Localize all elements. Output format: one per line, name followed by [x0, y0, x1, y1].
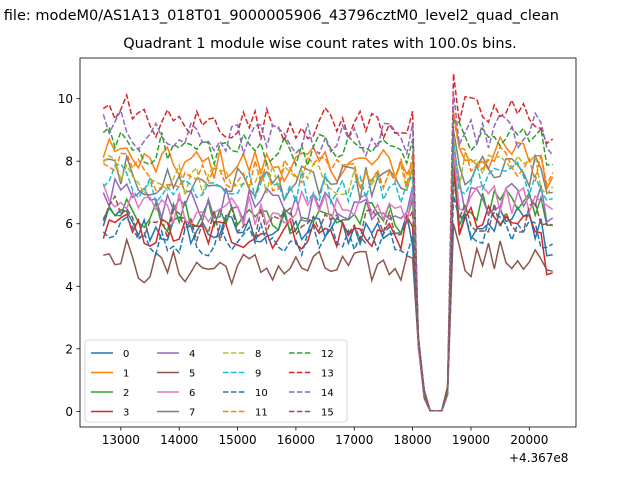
figure-supertitle: n file: modeM0/AS1A13_018T01_9000005906_…	[0, 8, 559, 24]
legend-label-4: 4	[189, 349, 195, 360]
legend-label-14: 14	[321, 388, 334, 399]
legend-label-1: 1	[123, 369, 129, 380]
series-line-2	[102, 148, 553, 412]
series-line-14	[102, 92, 554, 412]
x-tick-label: 18000	[394, 433, 432, 447]
legend-label-0: 0	[123, 349, 129, 360]
y-tick-label: 6	[65, 217, 73, 231]
plot-frame	[79, 57, 577, 428]
x-tick-label: 13000	[102, 433, 140, 447]
legend-box	[84, 339, 348, 423]
series-line-9	[102, 139, 553, 412]
y-tick-label: 2	[65, 342, 73, 356]
series-lines	[102, 73, 554, 412]
series-line-11	[102, 117, 554, 412]
series-line-6	[102, 148, 554, 412]
legend-label-3: 3	[123, 408, 129, 419]
x-tick-label: 14000	[160, 433, 198, 447]
series-line-15	[102, 179, 553, 412]
legend-label-5: 5	[189, 369, 195, 380]
x-tick-label: 17000	[335, 433, 373, 447]
chart-title: Quadrant 1 module wise count rates with …	[123, 36, 517, 52]
legend-label-8: 8	[255, 349, 261, 360]
y-tick-label: 10	[58, 92, 73, 106]
series-line-12	[102, 119, 553, 412]
legend-label-6: 6	[189, 388, 195, 399]
x-tick-label: 16000	[277, 433, 315, 447]
legend-label-15: 15	[321, 408, 334, 419]
legend-label-13: 13	[321, 369, 334, 380]
series-line-5	[103, 223, 553, 412]
series-line-7	[103, 129, 553, 412]
axes: 13000 14000 15000 16000 17000 18000 19000 20000…	[58, 57, 577, 447]
x-tick-label: 19000	[452, 433, 490, 447]
x-tick-label: 15000	[218, 433, 256, 447]
x-offset-label: +4.367e8	[509, 451, 569, 465]
y-tick-label: 4	[65, 280, 73, 294]
legend-label-10: 10	[255, 388, 268, 399]
legend-label-9: 9	[255, 369, 261, 380]
y-tick-label: 0	[65, 405, 73, 419]
series-line-13	[102, 73, 554, 412]
legend-label-11: 11	[255, 408, 268, 419]
legend-label-7: 7	[189, 408, 195, 419]
x-tick-label: 20000	[510, 433, 548, 447]
series-line-10	[102, 195, 554, 412]
legend-label-2: 2	[123, 388, 129, 399]
y-tick-label: 8	[65, 155, 73, 169]
legend-label-12: 12	[321, 349, 334, 360]
